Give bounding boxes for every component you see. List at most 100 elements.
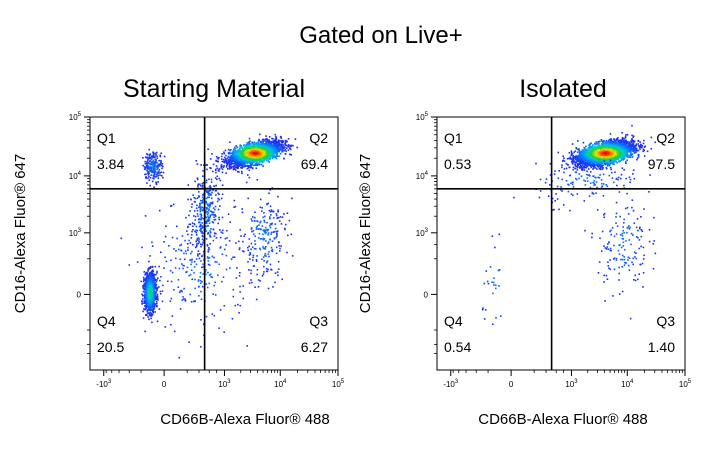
data-point	[206, 182, 208, 184]
data-point	[247, 261, 249, 263]
data-point	[281, 140, 283, 142]
data-point	[196, 258, 198, 260]
data-point	[217, 176, 219, 178]
data-point	[239, 229, 241, 231]
data-point	[208, 247, 210, 249]
data-point	[175, 250, 177, 252]
data-point	[151, 322, 153, 324]
data-point	[202, 242, 204, 244]
data-point	[235, 148, 237, 150]
data-point	[275, 272, 277, 274]
data-point	[241, 173, 243, 175]
data-point	[151, 275, 153, 277]
scatter-points-1	[121, 134, 299, 359]
data-point	[142, 311, 144, 313]
data-point	[251, 243, 253, 245]
data-point	[270, 269, 272, 271]
data-point	[184, 259, 186, 261]
data-point	[256, 150, 258, 152]
data-point	[274, 238, 276, 240]
data-point	[157, 294, 159, 296]
data-point	[172, 237, 174, 239]
data-point	[202, 286, 204, 288]
data-point	[214, 209, 216, 211]
data-point	[156, 175, 158, 177]
data-point	[270, 227, 272, 229]
data-point	[255, 248, 257, 250]
data-point	[183, 265, 185, 267]
data-point	[255, 243, 257, 245]
data-point	[209, 283, 211, 285]
data-point	[193, 272, 195, 274]
data-point	[196, 245, 198, 247]
data-point	[235, 305, 237, 307]
data-point	[220, 246, 222, 248]
data-point	[210, 190, 212, 192]
data-point	[276, 231, 278, 233]
data-point	[201, 215, 203, 217]
data-point	[270, 223, 272, 225]
data-point	[208, 197, 210, 199]
data-point	[242, 156, 244, 158]
data-point	[226, 166, 228, 168]
data-point	[223, 165, 225, 167]
data-point	[178, 286, 180, 288]
data-point	[237, 304, 239, 306]
data-point	[187, 247, 189, 249]
data-point	[210, 228, 212, 230]
data-point	[217, 201, 219, 203]
data-point	[193, 197, 195, 199]
data-point	[190, 253, 192, 255]
data-point	[160, 160, 162, 162]
data-point	[167, 281, 169, 283]
data-point	[187, 267, 189, 269]
data-point	[216, 156, 218, 158]
data-point	[279, 250, 281, 252]
data-point	[217, 274, 219, 276]
data-point	[236, 277, 238, 279]
data-point	[156, 303, 158, 305]
data-point	[268, 151, 270, 153]
data-point	[266, 146, 268, 148]
data-point	[284, 228, 286, 230]
data-point	[290, 154, 292, 156]
data-point	[209, 249, 211, 251]
data-point	[261, 156, 263, 158]
data-point	[197, 185, 199, 187]
data-point	[209, 236, 211, 238]
data-point	[159, 308, 161, 310]
data-point	[162, 285, 164, 287]
data-point	[260, 238, 262, 240]
data-point	[194, 224, 196, 226]
data-point	[196, 160, 198, 162]
data-point	[271, 155, 273, 157]
quadrant-value-q4: 20.5	[97, 339, 124, 355]
data-point	[209, 264, 211, 266]
data-point	[208, 190, 210, 192]
data-point	[277, 211, 279, 213]
data-point	[170, 259, 172, 261]
data-point	[244, 151, 246, 153]
data-point	[230, 160, 232, 162]
data-point	[268, 242, 270, 244]
data-point	[188, 275, 190, 277]
data-point	[147, 172, 149, 174]
data-point	[208, 209, 210, 211]
data-point	[254, 153, 256, 155]
data-point	[147, 165, 149, 167]
data-point	[179, 245, 181, 247]
data-point	[180, 249, 182, 251]
plot-frame-1	[90, 117, 338, 370]
data-point	[149, 315, 151, 317]
data-point	[272, 286, 274, 288]
data-point	[263, 238, 265, 240]
data-point	[191, 269, 193, 271]
data-point	[263, 260, 265, 262]
data-point	[259, 222, 261, 224]
data-point	[242, 153, 244, 155]
data-point	[141, 247, 143, 249]
data-point	[275, 228, 277, 230]
data-point	[249, 177, 251, 179]
data-point	[279, 248, 281, 250]
data-point	[215, 194, 217, 196]
